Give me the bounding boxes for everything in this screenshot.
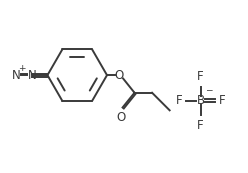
Text: F: F [176,94,183,107]
Text: F: F [197,119,204,131]
Text: −: − [205,85,212,94]
Text: +: + [18,64,25,73]
Text: N: N [28,69,36,82]
Text: F: F [197,70,204,83]
Text: N: N [12,69,21,82]
Text: F: F [218,94,225,107]
Text: O: O [117,111,126,124]
Text: B: B [196,94,205,107]
Text: O: O [114,69,124,82]
